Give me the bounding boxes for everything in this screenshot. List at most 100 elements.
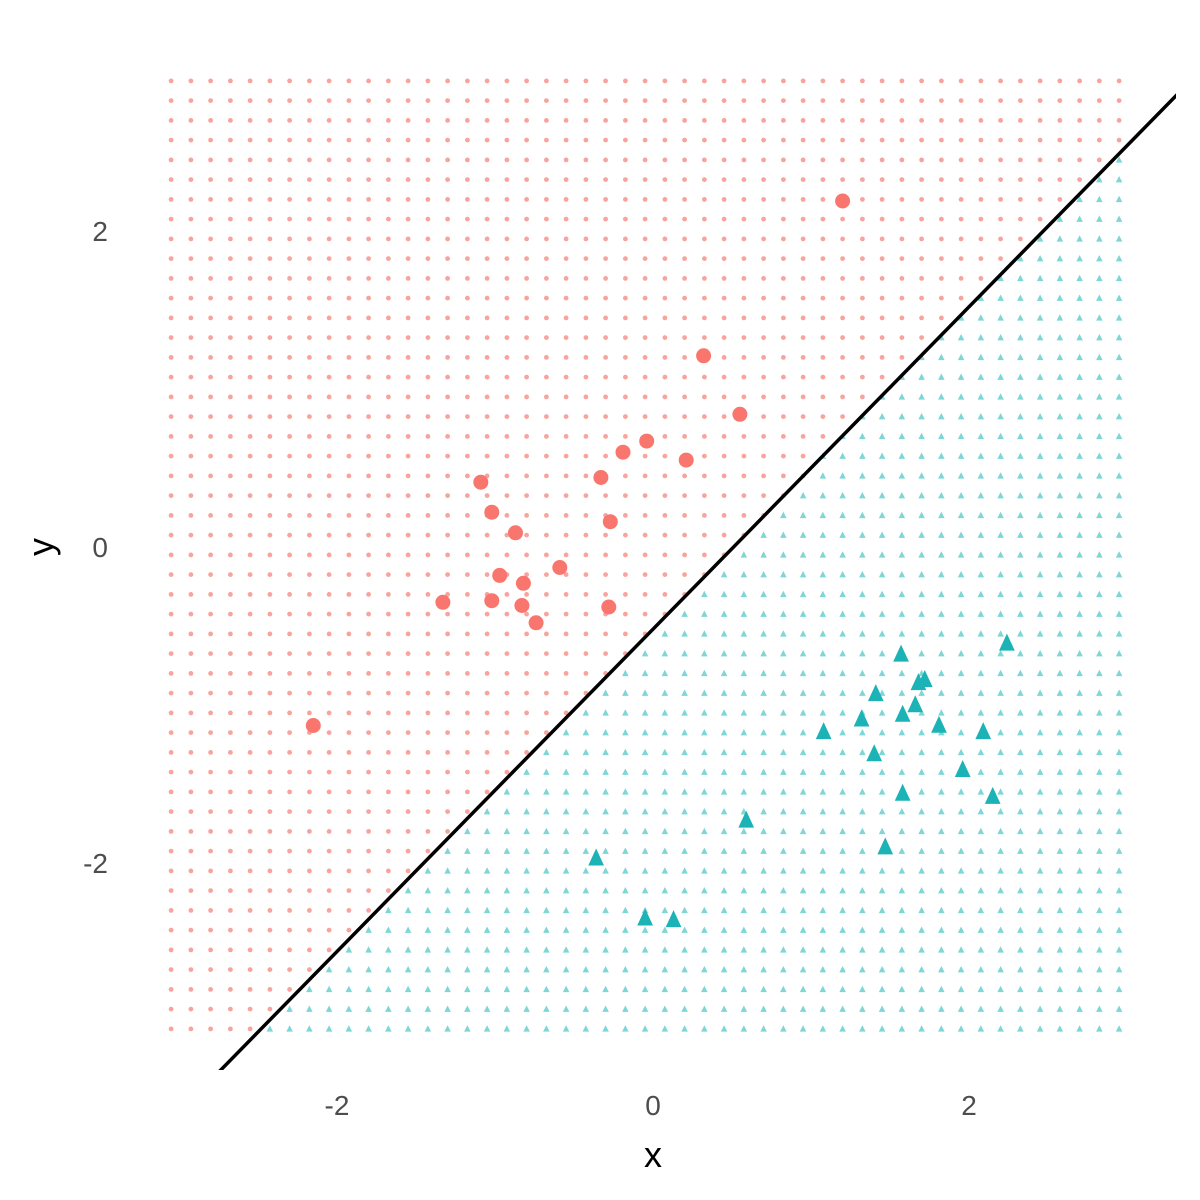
grid-point-class-a [998,78,1003,84]
grid-point-class-a [425,552,431,558]
grid-point-class-a [307,651,312,656]
grid-point-class-a [840,78,845,84]
grid-point-class-b [681,867,688,874]
grid-point-class-b [543,946,550,953]
grid-point-class-a [860,315,865,321]
grid-point-class-a [405,236,411,242]
grid-point-class-a [820,355,826,360]
grid-point-class-a [326,592,332,597]
grid-point-class-b [780,906,787,914]
grid-point-class-b [977,432,985,440]
grid-point-class-b [622,748,629,756]
grid-point-class-a [702,532,707,538]
grid-point-class-b [740,590,748,598]
grid-point-class-b [1036,610,1044,617]
grid-point-class-b [977,768,985,775]
grid-point-class-b [878,728,886,736]
grid-point-class-b [1017,314,1024,321]
grid-point-class-b [839,610,846,617]
grid-point-class-b [1076,649,1083,657]
grid-point-class-b [602,965,609,973]
grid-point-class-a [425,848,431,854]
grid-point-class-a [544,631,549,637]
grid-point-class-b [799,570,807,578]
grid-point-class-b [957,807,965,815]
grid-point-class-a [465,177,470,183]
grid-point-class-a [504,592,510,597]
grid-point-class-b [661,906,669,914]
grid-point-class-b [938,649,945,657]
grid-point-class-b [859,630,866,637]
grid-point-class-b [483,847,491,854]
grid-point-class-a [445,789,450,795]
grid-point-class-a [524,473,529,479]
grid-point-class-a [445,532,450,538]
grid-point-class-a [366,592,371,597]
grid-point-class-a [168,295,174,301]
grid-point-class-a [544,394,549,400]
grid-point-class-a [484,118,490,123]
grid-point-class-a [405,157,411,163]
data-point-class-a [601,599,617,615]
grid-point-class-b [740,985,748,993]
grid-point-class-a [761,177,766,183]
grid-point-class-b [997,1005,1004,1012]
grid-point-class-a [958,236,964,242]
grid-point-class-b [938,669,945,677]
grid-point-class-b [1056,570,1064,578]
grid-point-class-a [267,730,273,735]
grid-point-class-a [761,394,766,400]
grid-point-class-a [484,532,490,538]
grid-point-class-a [484,631,490,637]
grid-point-class-a [642,414,648,419]
grid-point-class-b [780,807,787,815]
grid-point-class-a [682,513,687,518]
grid-point-class-b [582,926,590,933]
grid-point-class-b [740,570,748,578]
grid-point-class-a [307,671,312,676]
grid-point-class-b [1056,867,1064,874]
grid-point-class-b [780,630,787,637]
grid-point-class-a [346,868,352,874]
grid-point-class-b [622,827,629,835]
grid-point-class-a [405,197,411,202]
decision-region-grid [168,78,1123,1032]
grid-point-class-a [504,453,510,459]
grid-point-class-a [366,750,371,755]
grid-point-class-a [860,118,865,123]
grid-point-class-a [307,592,312,597]
grid-point-class-a [465,809,470,814]
grid-point-class-a [544,216,549,222]
grid-point-class-b [720,867,728,874]
grid-point-class-b [1096,1025,1103,1032]
grid-point-class-b [780,570,787,578]
grid-point-class-b [365,965,372,973]
grid-point-class-a [741,453,747,459]
grid-point-class-b [898,511,906,519]
grid-point-class-b [938,412,945,420]
grid-point-class-a [247,750,253,755]
grid-point-class-b [977,886,985,894]
grid-point-class-b [1096,807,1103,815]
grid-point-class-a [623,414,628,419]
grid-point-class-a [721,197,727,202]
grid-point-class-a [267,552,273,558]
grid-point-class-a [623,611,628,617]
grid-point-class-a [366,611,371,617]
grid-point-class-b [1076,215,1083,222]
grid-point-class-a [425,532,431,538]
grid-point-class-a [445,769,450,775]
grid-point-class-a [761,197,766,202]
grid-point-class-b [622,768,629,775]
grid-point-class-b [1017,472,1024,479]
grid-point-class-a [484,355,490,360]
grid-point-class-a [860,394,865,400]
grid-point-class-b [1115,314,1123,321]
grid-point-class-b [918,965,925,973]
grid-point-class-a [761,434,766,439]
grid-point-class-b [1036,551,1044,558]
grid-point-class-b [780,551,787,558]
grid-point-class-b [799,590,807,598]
grid-point-class-a [445,651,450,656]
grid-point-class-a [267,315,273,321]
